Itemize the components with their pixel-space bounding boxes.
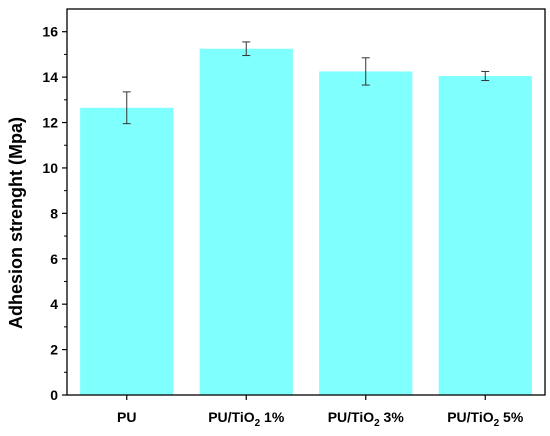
x-tick-label: PU/TiO2 3% — [328, 409, 405, 429]
bar — [80, 107, 174, 395]
y-tick-label: 6 — [50, 251, 58, 267]
x-tick-label: PU — [117, 409, 136, 425]
y-tick-label: 4 — [50, 296, 58, 312]
error-bar — [242, 41, 251, 57]
y-axis-label: Adhesion strenght (Mpa) — [6, 117, 26, 329]
y-tick-label: 12 — [42, 115, 58, 131]
x-tick-labels-group: PU PU/TiO2 1% PU/TiO2 3% PU/TiO2 5% — [117, 409, 524, 429]
error-bar — [481, 70, 490, 82]
error-bar — [361, 57, 370, 86]
y-tick-label: 8 — [50, 205, 58, 221]
y-tick-label: 10 — [42, 160, 58, 176]
x-tick-label: PU/TiO2 1% — [208, 409, 285, 429]
error-bar — [122, 91, 131, 125]
y-tick-label: 0 — [50, 387, 58, 403]
y-tick-label: 16 — [42, 24, 58, 40]
plot-frame — [66, 8, 546, 396]
bar — [199, 48, 293, 396]
x-tick-label: PU/TiO2 5% — [447, 409, 524, 429]
bars-group — [80, 48, 532, 396]
bar — [319, 71, 413, 396]
y-ticks-group: 0 2 4 6 8 10 12 14 16 — [42, 24, 486, 403]
y-tick-label: 14 — [42, 69, 58, 85]
axes-group — [66, 8, 546, 396]
error-bars-group — [122, 41, 490, 125]
bar — [438, 75, 532, 395]
y-tick-label: 2 — [50, 342, 58, 358]
